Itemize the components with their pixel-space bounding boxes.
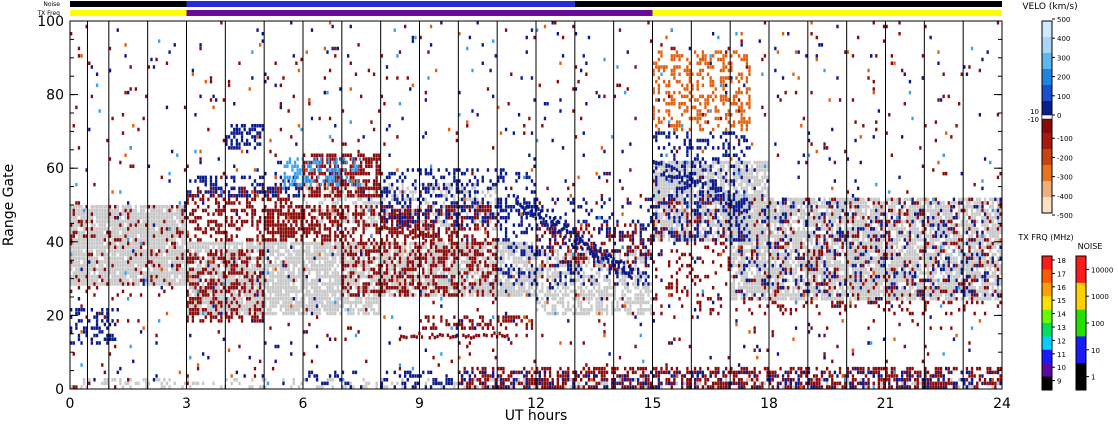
- velocity-side-label-0: 10: [1030, 108, 1039, 116]
- txfreq-swatch-7: [1042, 349, 1052, 364]
- velocity-colorbar: VELO (km/s) 500 400 300 200 100 0 -100 -200 -300…: [1022, 2, 1077, 220]
- txfreq-swatch-9: [1042, 376, 1052, 391]
- velocity-tick-label-500: 500: [1057, 16, 1070, 24]
- velocity-zero-band: [1041, 114, 1053, 120]
- velocity-swatch-4: [1042, 85, 1052, 102]
- noise-colorbar-title: NOISE: [1078, 242, 1103, 251]
- velocity-swatch-10: [1042, 181, 1052, 198]
- txfreq-segment-0: [70, 10, 187, 16]
- txfreq-tick-label-16: 16: [1057, 284, 1066, 292]
- noise-tick-label-100: 100: [1091, 320, 1104, 328]
- txfreq-bar-label: TX Freq: [36, 10, 60, 17]
- txfreq-swatch-3: [1042, 296, 1052, 311]
- x-tick-label-0: 0: [66, 396, 75, 412]
- noise-swatch-1: [1076, 282, 1086, 311]
- txfreq-swatch-6: [1042, 336, 1052, 351]
- velocity-tick-label-0: 0: [1057, 112, 1061, 120]
- velocity-tick-label-400: 400: [1057, 35, 1070, 43]
- txfreq-bar: [70, 10, 1002, 16]
- txfreq-swatch-1: [1042, 269, 1052, 284]
- velocity-tick-label--500: -500: [1057, 212, 1073, 220]
- y-tick-label-20: 20: [46, 308, 64, 324]
- velocity-tick-label--400: -400: [1057, 193, 1073, 201]
- txfreq-swatch-5: [1042, 323, 1052, 337]
- noise-swatch-0: [1076, 256, 1086, 284]
- noise-segment-2: [574, 1, 1002, 7]
- velocity-swatch-1: [1042, 37, 1052, 54]
- txfreq-tick-label-17: 17: [1057, 270, 1066, 278]
- y-tick-label-0: 0: [55, 382, 64, 398]
- velocity-tick-label-100: 100: [1057, 93, 1070, 101]
- y-tick-label-80: 80: [46, 88, 64, 104]
- x-tick-label-24: 24: [993, 396, 1011, 412]
- txfreq-tick-label-10: 10: [1057, 364, 1066, 372]
- txfreq-tick-label-18: 18: [1057, 257, 1066, 265]
- txfreq-segment-1: [186, 10, 653, 16]
- noise-tick-label-10000: 10000: [1091, 266, 1113, 274]
- noise-swatch-4: [1076, 363, 1086, 391]
- velocity-swatch-7: [1042, 133, 1052, 150]
- y-axis-label: Range Gate: [1, 164, 17, 246]
- x-tick-label-18: 18: [760, 396, 778, 412]
- txfreq-tick-label-9: 9: [1057, 378, 1061, 386]
- scan-boundary-lines: [86, 21, 964, 389]
- velocity-swatch-8: [1042, 149, 1052, 166]
- txfreq-tick-label-14: 14: [1057, 311, 1066, 319]
- noise-bar-label: Noise: [43, 1, 60, 8]
- velocity-swatch-11: [1042, 197, 1052, 214]
- velocity-side-label-1: -10: [1028, 116, 1039, 124]
- x-axis-label: UT hours: [505, 408, 568, 424]
- velocity-swatch-6: [1042, 117, 1052, 134]
- noise-tick-label-10: 10: [1091, 347, 1100, 355]
- noise-segment-1: [186, 1, 575, 7]
- x-tick-label-9: 9: [415, 396, 424, 412]
- txfreq-swatch-0: [1042, 256, 1052, 270]
- plot-area: 0 3 6 9 12 15 18 21 24 0 20 40 60 80 100: [37, 14, 1011, 412]
- x-tick-label-3: 3: [182, 396, 191, 412]
- x-tick-label-21: 21: [877, 396, 895, 412]
- velocity-swatch-3: [1042, 69, 1052, 86]
- y-axis-ticks: 0 20 40 60 80 100: [37, 14, 1002, 398]
- velocity-swatch-5: [1042, 101, 1052, 118]
- velocity-tick-label--200: -200: [1057, 154, 1073, 162]
- txfreq-colorbar-title: TX FRQ (MHz): [1017, 233, 1073, 242]
- txfreq-colorbar-frame: [1041, 255, 1053, 391]
- x-tick-label-6: 6: [299, 396, 308, 412]
- noise-segment-0: [70, 1, 187, 7]
- txfreq-colorbar: TX FRQ (MHz) 18 17 16 15 14 13 12 11 10 9: [1017, 233, 1074, 391]
- txfreq-tick-label-13: 13: [1057, 324, 1066, 332]
- x-axis-ticks: 0 3 6 9 12 15 18 21 24: [66, 21, 1011, 412]
- noise-swatch-2: [1076, 309, 1086, 337]
- velocity-tick-label--300: -300: [1057, 174, 1073, 182]
- noise-colorbar: NOISE 10000 1000 100 10 1: [1075, 242, 1113, 391]
- top-status-bars: Noise TX Freq: [36, 1, 1002, 17]
- velocity-swatch-0: [1042, 21, 1052, 38]
- noise-swatch-3: [1076, 336, 1086, 364]
- y-tick-label-40: 40: [46, 235, 64, 251]
- txfreq-tick-label-12: 12: [1057, 337, 1066, 345]
- x-tick-label-12: 12: [527, 396, 545, 412]
- velocity-colorbar-title: VELO (km/s): [1022, 2, 1077, 12]
- x-tick-label-15: 15: [644, 396, 662, 412]
- velocity-tick-label-300: 300: [1057, 54, 1070, 62]
- noise-bar: [70, 1, 1002, 7]
- txfreq-swatch-4: [1042, 309, 1052, 324]
- txfreq-swatch-2: [1042, 282, 1052, 297]
- txfreq-swatch-8: [1042, 363, 1052, 378]
- velocity-swatch-9: [1042, 165, 1052, 182]
- y-tick-label-100: 100: [37, 14, 64, 30]
- txfreq-tick-label-15: 15: [1057, 297, 1066, 305]
- noise-tick-label-1000: 1000: [1091, 293, 1109, 301]
- velocity-tick-label-200: 200: [1057, 74, 1070, 82]
- velocity-tick-label--100: -100: [1057, 135, 1073, 143]
- noise-tick-label-1: 1: [1091, 374, 1095, 382]
- y-tick-label-60: 60: [46, 161, 64, 177]
- velocity-swatch-2: [1042, 53, 1052, 70]
- txfreq-tick-label-11: 11: [1057, 351, 1066, 359]
- txfreq-segment-2: [652, 10, 1002, 16]
